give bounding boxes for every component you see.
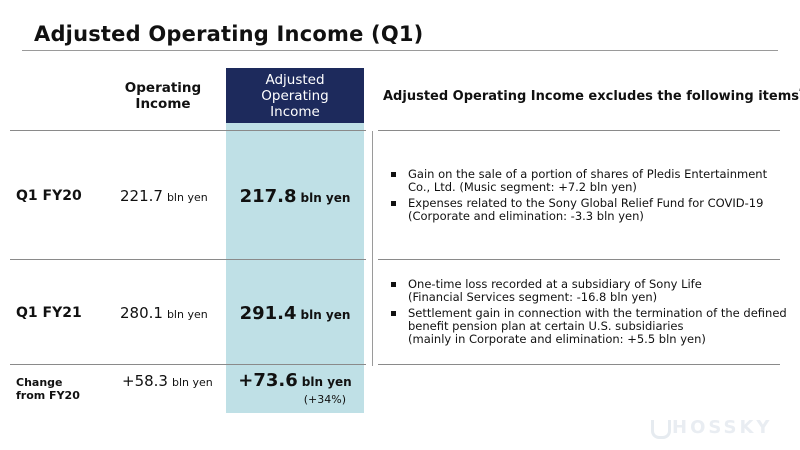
exclusions-q1-fy21: One-time loss recorded at a subsidiary o… [390, 278, 790, 349]
value-unit: bln yen [166, 191, 208, 204]
value-number: 217.8 [239, 186, 297, 207]
header-line: Income [270, 104, 320, 120]
list-item: Gain on the sale of a portion of shares … [390, 168, 790, 194]
adjusted-operating-income-header: Adjusted Operating Income [226, 68, 364, 123]
value-unit: bln yen [171, 376, 213, 389]
list-item: Settlement gain in connection with the t… [390, 307, 790, 346]
row-divider [378, 259, 780, 260]
row-label-change: Change from FY20 [16, 376, 80, 402]
item-line: Settlement gain in connection with the t… [408, 306, 787, 320]
label-line: Change [16, 376, 63, 389]
operating-income-header: Operating Income [118, 80, 208, 112]
header-line: Operating [261, 88, 329, 104]
row-label-q1-fy20: Q1 FY20 [16, 188, 82, 204]
adjusted-income-change: +73.6 bln yen [226, 370, 364, 391]
page-title: Adjusted Operating Income (Q1) [34, 22, 424, 46]
row-divider [10, 364, 366, 365]
adjusted-column-highlight [226, 68, 364, 413]
row-divider [10, 130, 366, 131]
item-line: Expenses related to the Sony Global Reli… [408, 196, 764, 210]
row-divider [10, 259, 366, 260]
value-number: +73.6 [238, 370, 298, 391]
value-number: +58.3 [122, 372, 168, 390]
adjusted-income-q1-fy20: 217.8 bln yen [226, 186, 364, 207]
value-number: 280.1 [120, 304, 163, 322]
item-line: (mainly in Corporate and elimination: +5… [408, 332, 706, 346]
header-line: Operating [124, 80, 202, 96]
operating-income-q1-fy21: 280.1 bln yen [120, 304, 208, 322]
list-item: Expenses related to the Sony Global Reli… [390, 197, 790, 223]
row-divider [378, 130, 780, 131]
row-divider [378, 364, 780, 365]
row-label-q1-fy21: Q1 FY21 [16, 305, 82, 321]
adjusted-income-q1-fy21: 291.4 bln yen [226, 303, 364, 324]
value-number: 291.4 [239, 303, 297, 324]
value-number: 221.7 [120, 187, 163, 205]
value-unit: bln yen [166, 308, 208, 321]
header-line: Income [135, 96, 191, 112]
exclusions-q1-fy20: Gain on the sale of a portion of shares … [390, 168, 790, 226]
excludes-header-text: Adjusted Operating Income excludes the f… [383, 89, 799, 104]
excludes-header: Adjusted Operating Income excludes the f… [383, 87, 800, 104]
header-line: Adjusted [265, 72, 325, 88]
operating-income-q1-fy20: 221.7 bln yen [120, 187, 208, 205]
value-unit: bln yen [300, 308, 351, 322]
watermark-logo-icon [651, 420, 671, 439]
item-line: Co., Ltd. (Music segment: +7.2 bln yen) [408, 180, 637, 194]
value-unit: bln yen [301, 375, 352, 389]
title-divider [22, 50, 778, 51]
adjusted-income-change-percent: (+34%) [303, 393, 346, 406]
operating-income-change: +58.3 bln yen [122, 372, 213, 390]
value-unit: bln yen [300, 191, 351, 205]
column-divider [372, 131, 373, 366]
item-line: benefit pension plan at certain U.S. sub… [408, 319, 684, 333]
item-line: Gain on the sale of a portion of shares … [408, 167, 768, 181]
label-line: from FY20 [16, 389, 80, 402]
watermark-text: HOSSKY [672, 417, 773, 438]
list-item: One-time loss recorded at a subsidiary o… [390, 278, 790, 304]
item-line: (Financial Services segment: -16.8 bln y… [408, 290, 658, 304]
footnote-mark: * [799, 87, 800, 96]
item-line: One-time loss recorded at a subsidiary o… [408, 277, 702, 291]
item-line: (Corporate and elimination: -3.3 bln yen… [408, 209, 644, 223]
